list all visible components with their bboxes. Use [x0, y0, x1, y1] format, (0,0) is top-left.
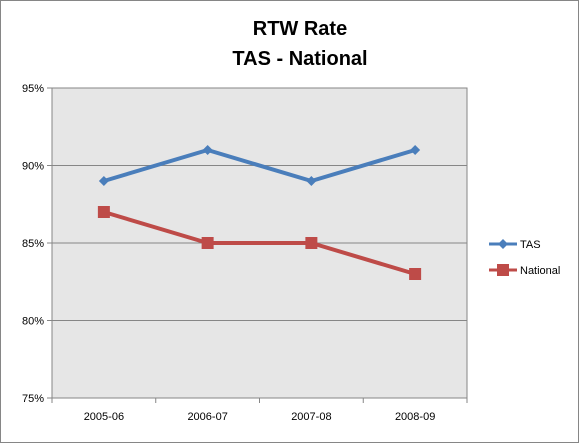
chart-subtitle: TAS - National: [232, 48, 367, 70]
y-tick-label-75: 75%: [22, 393, 44, 405]
series-layer: [97, 145, 422, 280]
legend: TAS National: [489, 239, 560, 277]
data-point-tas-2007-08: [306, 176, 317, 186]
data-point-national-2008-09: [409, 268, 422, 280]
legend-marker-tas: [498, 239, 508, 249]
y-axis: 75% 80% 85% 90% 95%: [22, 83, 52, 405]
data-point-national-2005-06: [97, 206, 110, 218]
x-tick-label-2008-09: 2008-09: [395, 411, 435, 423]
chart-title: RTW Rate: [253, 18, 347, 40]
legend-label-tas: TAS: [520, 239, 541, 251]
x-axis: 2005-06 2006-07 2007-08 2008-09: [51, 398, 468, 423]
series-line-national: [103, 210, 416, 276]
x-tick-label-2006-07: 2006-07: [187, 411, 227, 423]
legend-marker-national: [497, 264, 509, 276]
y-tick-label-85: 85%: [22, 238, 44, 250]
series-line-tas: [103, 148, 416, 183]
data-point-national-2007-08: [305, 237, 318, 249]
legend-label-national: National: [520, 265, 560, 277]
data-point-national-2006-07: [201, 237, 214, 249]
x-tick-label-2005-06: 2005-06: [84, 411, 124, 423]
y-tick-label-95: 95%: [22, 83, 44, 95]
x-tick-label-2007-08: 2007-08: [291, 411, 331, 423]
data-point-tas-2005-06: [98, 176, 109, 186]
data-point-tas-2006-07: [202, 145, 213, 155]
y-tick-label-90: 90%: [22, 161, 44, 173]
y-tick-label-80: 80%: [22, 316, 44, 328]
data-point-tas-2008-09: [410, 145, 421, 155]
